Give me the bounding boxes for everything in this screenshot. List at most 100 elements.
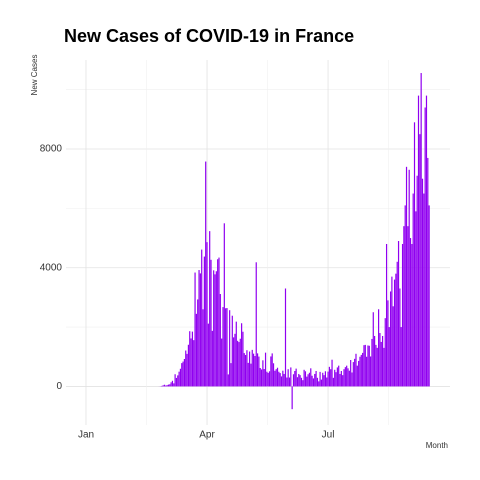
bar <box>239 338 241 387</box>
bar <box>320 379 323 387</box>
bar <box>370 356 372 387</box>
bar <box>405 166 408 387</box>
bar <box>388 327 390 387</box>
bar <box>210 259 212 387</box>
bar <box>299 375 301 387</box>
bar <box>177 375 179 387</box>
bar <box>234 333 236 387</box>
bar <box>170 382 172 387</box>
bar <box>350 360 352 387</box>
bar <box>400 327 402 387</box>
bar <box>221 338 223 387</box>
bar <box>359 356 361 387</box>
bar <box>339 373 341 387</box>
bar <box>362 352 364 387</box>
bar <box>173 383 175 387</box>
bar <box>169 384 171 387</box>
bar <box>411 243 413 387</box>
bar <box>393 279 396 387</box>
bar <box>283 373 285 387</box>
bar <box>379 333 381 387</box>
bar <box>252 353 255 387</box>
bar <box>383 347 385 387</box>
bar <box>215 271 217 387</box>
bar <box>396 261 398 387</box>
bar <box>194 272 196 387</box>
x-axis-label: Month <box>426 441 448 450</box>
bar <box>259 367 261 387</box>
bar <box>238 342 240 387</box>
bar <box>399 288 401 387</box>
bar <box>327 371 329 387</box>
bar <box>161 385 163 387</box>
bar <box>189 331 191 387</box>
bar <box>233 337 235 387</box>
bar <box>276 367 279 387</box>
bar <box>364 344 366 387</box>
bar <box>183 359 186 387</box>
bar <box>356 365 358 387</box>
y-tick-label: 0 <box>56 381 62 392</box>
bar <box>425 95 428 387</box>
bar <box>343 369 345 387</box>
bar <box>255 262 257 387</box>
bar <box>227 374 229 387</box>
bar <box>335 372 337 387</box>
bar <box>181 363 183 387</box>
bar <box>344 367 346 387</box>
bar <box>201 249 203 387</box>
bar <box>235 321 237 387</box>
bar <box>408 169 410 387</box>
bar <box>340 370 342 387</box>
bar <box>195 313 197 387</box>
bar <box>395 273 397 387</box>
bar <box>401 243 404 387</box>
bar <box>186 353 188 387</box>
bar <box>264 352 267 387</box>
bar <box>387 300 389 387</box>
bar <box>225 308 227 387</box>
bar <box>303 369 305 387</box>
bar <box>207 323 209 387</box>
bar <box>288 377 291 387</box>
bar <box>174 374 176 387</box>
bar <box>229 310 231 387</box>
bar <box>371 338 373 387</box>
bar <box>275 369 277 387</box>
bar <box>290 367 292 387</box>
bar <box>191 331 193 387</box>
bar <box>197 299 199 387</box>
bar <box>202 309 204 387</box>
bar <box>423 193 425 387</box>
bar <box>266 371 268 387</box>
bar <box>213 270 215 387</box>
bar <box>397 241 400 387</box>
bar <box>199 273 201 387</box>
bar <box>380 341 382 387</box>
bar <box>223 223 225 387</box>
bar <box>417 95 420 387</box>
bar <box>351 372 353 387</box>
bar <box>312 378 315 387</box>
bar <box>286 377 288 387</box>
bar <box>294 370 296 387</box>
bar <box>246 350 248 387</box>
bar <box>163 384 166 387</box>
x-tick-label: Jan <box>78 430 94 441</box>
bar <box>368 345 370 387</box>
bar <box>331 359 333 387</box>
bar <box>375 344 377 387</box>
bar <box>237 340 239 387</box>
bar <box>338 365 340 387</box>
bar <box>352 362 354 387</box>
bar <box>416 175 418 387</box>
bar <box>217 259 219 387</box>
bar <box>319 371 321 387</box>
bar <box>385 243 388 387</box>
bar <box>206 242 208 387</box>
bar <box>284 288 287 387</box>
x-tick-label: Jul <box>322 430 335 441</box>
bar <box>420 73 422 387</box>
bar <box>287 369 289 387</box>
bar <box>198 270 200 387</box>
